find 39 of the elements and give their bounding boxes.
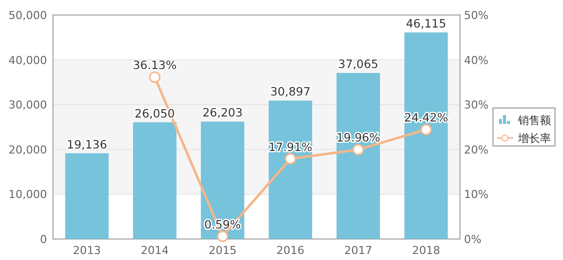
data-label: 19,136 (66, 137, 108, 152)
y-tick-label: 20,000 (8, 143, 47, 156)
bar (336, 72, 380, 239)
bar (404, 32, 448, 239)
legend-label: 销售额 (517, 114, 551, 127)
bar (133, 122, 176, 239)
x-tick-label: 2016 (276, 244, 304, 257)
y2-tick-label: 10% (464, 188, 488, 202)
y2-tick-label: 30% (464, 98, 488, 112)
point (284, 153, 296, 165)
x-tick-label: 2015 (208, 244, 237, 257)
y-tick-label: 10,000 (8, 188, 47, 202)
data-label: 24.42% (404, 110, 448, 125)
point (420, 124, 432, 136)
x-tick-label: 2018 (412, 244, 440, 257)
point (216, 230, 228, 242)
data-label: 37,065 (338, 56, 378, 71)
data-label: 26,203 (202, 106, 243, 120)
data-label: 30,897 (270, 84, 311, 99)
data-label: 17.91% (268, 140, 312, 154)
point (149, 71, 160, 83)
y2-tick-label: 0% (464, 233, 482, 246)
data-label: 46,115 (406, 16, 446, 30)
data-label: 36.13% (132, 58, 177, 72)
bar (65, 153, 109, 239)
legend-label: 增长率 (517, 132, 551, 145)
y2-tick-label: 40% (464, 54, 488, 67)
x-tick-label: 2014 (140, 244, 169, 257)
y-tick-label: 50,000 (8, 9, 47, 22)
x-tick-label: 2013 (72, 244, 101, 257)
y2-tick-label: 20% (464, 143, 488, 156)
y-tick-label: 40,000 (8, 54, 47, 67)
point (352, 144, 364, 156)
x-tick-label: 2017 (344, 244, 372, 257)
bar (268, 100, 312, 239)
y2-tick-label: 50% (464, 9, 488, 22)
y-tick-label: 30,000 (8, 98, 47, 112)
y-tick-label: 0 (40, 233, 47, 246)
data-label: 19.96% (336, 130, 380, 145)
